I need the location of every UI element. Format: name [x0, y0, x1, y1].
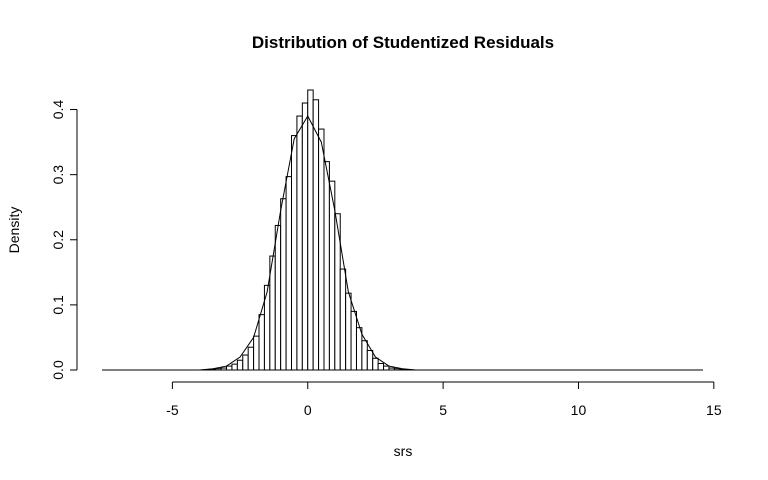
histogram-bar: [220, 367, 228, 371]
x-tick-label: -5: [166, 402, 179, 418]
histogram-bar: [323, 161, 330, 371]
histogram-bar: [372, 357, 379, 371]
histogram-bar: [328, 180, 336, 371]
histogram-bar: [226, 365, 233, 371]
y-tick-label: 0.4: [50, 100, 66, 120]
histogram-bar: [399, 368, 406, 371]
histogram-bar: [291, 135, 298, 371]
histogram-bar: [383, 365, 390, 371]
histogram-bar: [280, 198, 287, 371]
histogram-bar: [318, 128, 325, 371]
histogram-bar: [388, 367, 395, 371]
x-axis: -5 0 5 10 15: [166, 381, 722, 418]
x-axis-label: srs: [394, 443, 413, 459]
histogram-bar: [242, 354, 249, 371]
chart-title: Distribution of Studentized Residuals: [252, 33, 554, 52]
histogram-bars: [102, 89, 703, 371]
histogram-bar: [345, 292, 352, 371]
histogram-bar: [258, 314, 265, 371]
histogram-bar: [366, 349, 374, 371]
histogram-bar: [350, 310, 357, 371]
histogram-bar: [247, 346, 255, 371]
y-axis: 0.0 0.1 0.2 0.3 0.4: [50, 100, 78, 380]
histogram-bar: [285, 176, 293, 371]
histogram-bar: [355, 327, 363, 371]
x-tick-label: 0: [304, 402, 312, 418]
histogram-bar: [361, 340, 368, 371]
x-tick-label: 15: [706, 402, 722, 418]
histogram-bar: [253, 335, 260, 371]
y-tick-label: 0.2: [50, 230, 66, 250]
y-tick-label: 0.3: [50, 165, 66, 185]
x-tick-label: 5: [439, 402, 447, 418]
histogram-bar: [377, 362, 385, 371]
x-tick-label: 10: [571, 402, 587, 418]
y-tick-label: 0.1: [50, 295, 66, 315]
histogram-bar: [301, 102, 309, 371]
histogram-bar: [296, 115, 303, 371]
y-tick-label: 0.0: [50, 360, 66, 380]
histogram-bar: [274, 224, 282, 371]
histogram-bar: [231, 363, 238, 371]
histogram-bar: [215, 368, 222, 371]
density-curve: [102, 115, 703, 371]
histogram-bar: [339, 268, 347, 371]
histogram-bar: [236, 359, 244, 371]
y-axis-label: Density: [6, 207, 22, 254]
histogram-bar: [209, 368, 217, 371]
histogram-bar: [307, 89, 314, 371]
histogram-bar: [393, 368, 401, 371]
histogram-bar: [312, 99, 320, 371]
